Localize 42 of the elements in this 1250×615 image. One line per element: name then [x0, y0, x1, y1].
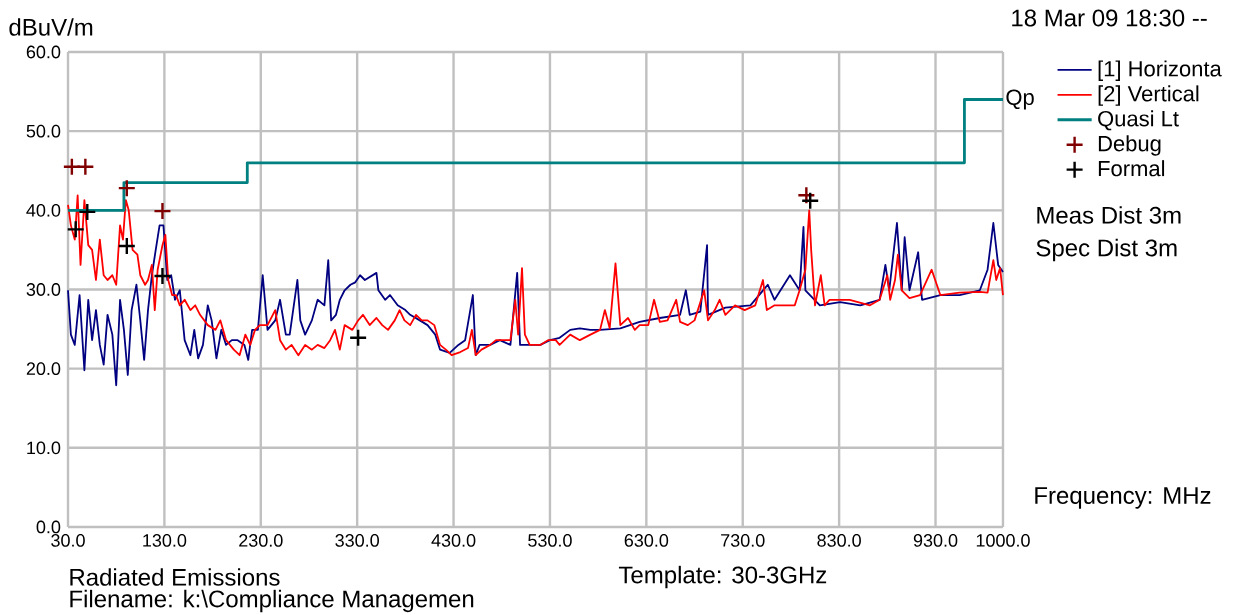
x-tick-label: 330.0 [335, 534, 379, 547]
y-tick-label: 30.0 [26, 283, 61, 296]
y-axis-title: dBuV/m [9, 18, 93, 36]
text: Spec Dist 3m [1036, 238, 1177, 262]
x-tick-label: 930.0 [913, 534, 958, 547]
point [78, 202, 97, 222]
point [348, 328, 368, 347]
y-tick-label: 10.0 [27, 441, 61, 455]
point [797, 186, 816, 205]
legend-label: [2] Vertical [1098, 85, 1199, 106]
legend-label: Debug [1098, 135, 1161, 156]
x-tick-label: 1000.0 [976, 534, 1030, 547]
annotation: Qp [1006, 89, 1034, 110]
point [117, 236, 137, 256]
x-tick-label: 630.0 [624, 534, 669, 547]
y-tick-label: 60.0 [26, 45, 61, 59]
point [153, 266, 172, 286]
x-tick-label: 830.0 [817, 534, 861, 547]
point [801, 191, 820, 211]
legend-label: Quasi Lt [1098, 110, 1179, 131]
text: Template: 30-3GHz [618, 565, 827, 589]
x-tick-label: 530.0 [528, 534, 572, 547]
legend-label: [1] Horizonta [1098, 60, 1222, 81]
point [66, 220, 85, 239]
text: Radiated Emissions [70, 568, 280, 586]
x-axis-title: Frequency: MHz [1035, 487, 1211, 509]
y-tick-label: 50.0 [26, 124, 61, 138]
x-tick-label: 30.0 [51, 534, 85, 547]
y-tick-label: 0.0 [36, 520, 61, 534]
point [117, 178, 137, 198]
x-tick-label: 130.0 [143, 534, 187, 547]
legend-label: Formal [1098, 160, 1165, 177]
x-tick-label: 730.0 [721, 534, 765, 547]
text: Filename: k:\Compliance Managemen [70, 589, 474, 613]
x-tick-label: 430.0 [431, 534, 476, 547]
text: 18 Mar 09 18:30 -- [1012, 9, 1207, 27]
point [76, 157, 95, 176]
x-tick-label: 230.0 [239, 534, 283, 547]
y-tick-label: 20.0 [26, 362, 61, 376]
y-tick-label: 40.0 [26, 203, 61, 217]
text: Meas Dist 3m [1037, 206, 1181, 224]
point [153, 201, 172, 221]
